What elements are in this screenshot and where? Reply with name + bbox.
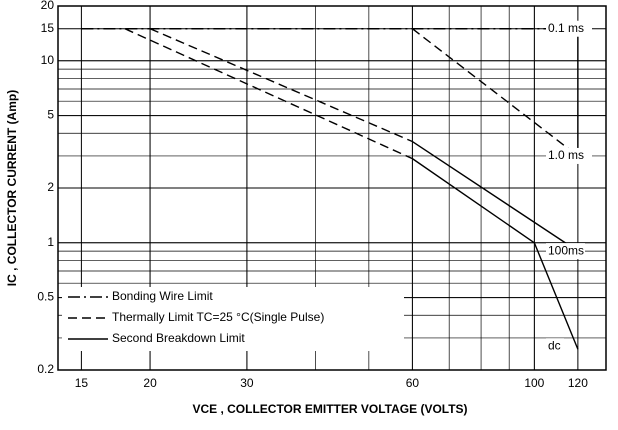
annotation: dc: [548, 338, 561, 352]
legend-label: Second Breakdown Limit: [112, 331, 245, 345]
annotation-bg: [546, 243, 585, 260]
y-tick-label: 1: [47, 235, 54, 249]
legend-label: Thermally Limit TC=25 °C(Single Pulse): [112, 310, 324, 324]
y-tick-label: 15: [41, 21, 55, 35]
series-line: [124, 28, 579, 160]
x-tick-label: 30: [240, 376, 254, 390]
annotation-bg: [546, 147, 592, 164]
x-tick-label: 100: [524, 376, 544, 390]
annotation: 100ms: [548, 243, 584, 257]
x-axis-title: VCE , COLLECTOR EMITTER VOLTAGE (VOLTS): [192, 402, 467, 416]
y-tick-label: 2: [47, 180, 54, 194]
annotation: 1.0 ms: [548, 148, 584, 162]
annotation-bg: [546, 20, 592, 37]
y-tick-label: 0.5: [37, 290, 54, 304]
y-tick-label: 5: [47, 108, 54, 122]
y-tick-label: 10: [41, 53, 55, 67]
annotation-bg: [546, 338, 564, 355]
annotation: 0.1 ms: [548, 21, 584, 35]
x-tick-label: 15: [75, 376, 89, 390]
y-axis-title: IC , COLLECTOR CURRENT (Amp): [5, 90, 19, 286]
plot-frame: [57, 5, 607, 371]
x-tick-label: 20: [143, 376, 157, 390]
x-tick-label: 60: [406, 376, 420, 390]
legend-box: [62, 287, 404, 351]
y-tick-label: 20: [41, 0, 55, 12]
series-line: [411, 28, 579, 350]
x-tick-label: 120: [568, 376, 588, 390]
y-tick-label: 0.2: [37, 362, 54, 376]
legend-label: Bonding Wire Limit: [112, 289, 213, 303]
